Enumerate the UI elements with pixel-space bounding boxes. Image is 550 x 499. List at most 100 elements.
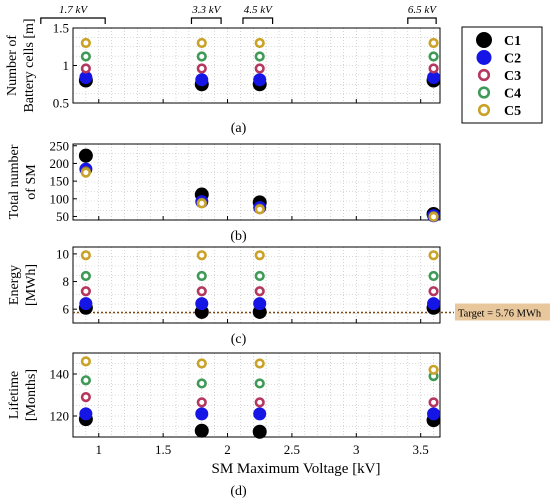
y-axis-label: Number of Battery cells [m] <box>5 18 37 112</box>
x-tick-label: 1.5 <box>155 442 171 457</box>
panel-caption: (c) <box>231 332 247 347</box>
x-axis-label: SM Maximum Voltage [kV] <box>211 461 380 477</box>
voltage-brackets: 1.7 kV 3.3 kV 4.5 kV 6.5 kV <box>40 4 437 24</box>
legend-label: C1 <box>504 34 521 49</box>
marker-c5 <box>477 103 491 117</box>
marker-c4 <box>196 270 207 282</box>
bracket-label: 1.7 kV <box>59 4 88 16</box>
y-tick-label: 1.5 <box>53 21 69 36</box>
y-axis-label: Lifetime [Months] <box>7 369 39 421</box>
marker-c2 <box>427 71 441 84</box>
legend-item: C1 <box>476 32 521 49</box>
y-tick-label: 200 <box>50 156 70 171</box>
legend-item: C5 <box>477 103 521 119</box>
marker-c3 <box>477 68 491 82</box>
marker-c5 <box>428 250 439 261</box>
marker-c1 <box>78 148 93 163</box>
marker-c4 <box>80 270 91 282</box>
y-tick-label: 140 <box>50 367 70 382</box>
marker-c3 <box>196 286 207 297</box>
y-axis-label-line: Battery cells [m] <box>22 18 37 112</box>
x-tick-label: 3.5 <box>413 442 429 457</box>
marker-c3 <box>254 397 265 408</box>
panel-caption: (a) <box>231 121 247 136</box>
x-tick-label: 2 <box>224 442 231 457</box>
legend-label: C3 <box>504 69 521 84</box>
voltage-bracket: 3.3 kV <box>190 4 222 24</box>
marker-c4 <box>477 86 491 99</box>
y-tick-label: 6 <box>63 302 70 317</box>
y-tick-label: 120 <box>50 409 70 424</box>
marker-c1 <box>476 32 492 48</box>
panel-caption: (d) <box>230 484 247 499</box>
marker-c5 <box>196 358 207 369</box>
subplot-panels: 0.5 1 1.5 Number of Battery cells [m] (a) 50 10… <box>5 18 550 499</box>
marker-c2 <box>427 407 441 421</box>
bracket-label: 6.5 kV <box>408 4 437 16</box>
legend-label: C2 <box>504 52 521 67</box>
marker-c5 <box>254 250 265 261</box>
y-axis-label: Total number of SM <box>7 144 39 219</box>
bracket-label: 4.5 kV <box>244 4 273 16</box>
voltage-bracket: 1.7 kV <box>40 4 106 24</box>
y-axis-label-line: of SM <box>24 164 39 200</box>
marker-c1 <box>252 424 267 439</box>
y-tick-label: 250 <box>50 138 70 153</box>
marker-c2 <box>427 297 441 311</box>
marker-c5 <box>254 37 265 49</box>
marker-c3 <box>254 286 265 297</box>
panel-caption: (b) <box>230 229 247 244</box>
marker-c3 <box>196 63 207 74</box>
y-axis-label-line: Energy <box>7 265 22 305</box>
y-tick-label: 100 <box>50 191 70 206</box>
marker-c2 <box>195 73 209 87</box>
marker-c4 <box>254 378 265 389</box>
marker-c2 <box>79 407 93 421</box>
marker-c3 <box>80 286 91 297</box>
y-axis-label: Energy [MWh] <box>7 264 39 306</box>
marker-c3 <box>80 63 91 74</box>
marker-c5 <box>196 250 207 261</box>
marker-c5 <box>196 37 207 49</box>
bracket-line <box>40 17 106 24</box>
marker-c4 <box>80 375 91 386</box>
marker-c5 <box>80 356 91 367</box>
marker-c4 <box>428 270 439 282</box>
y-tick-label: 1 <box>63 58 70 73</box>
marker-c3 <box>428 286 439 297</box>
bracket-line <box>407 17 437 24</box>
y-tick-label: 50 <box>56 209 69 224</box>
y-tick-label: 0.5 <box>53 96 69 111</box>
y-axis-label-line: [Months] <box>24 369 39 421</box>
marker-c1 <box>194 423 209 438</box>
marker-c5 <box>254 204 265 215</box>
marker-c5 <box>428 364 439 375</box>
y-axis-label-line: Total number <box>7 144 22 219</box>
bracket-line <box>242 17 274 24</box>
legend-box <box>461 26 543 124</box>
marker-c5 <box>80 37 91 49</box>
x-tick-label: 1 <box>96 442 103 457</box>
marker-c2 <box>79 297 93 311</box>
legend: C1 C2 C3 C4 C5 <box>461 26 543 124</box>
legend-label: C5 <box>504 104 521 119</box>
marker-c5 <box>254 358 265 369</box>
marker-c4 <box>428 51 439 62</box>
panel-b: 50 100 150 200 250 Total number of SM (b) <box>7 138 441 244</box>
marker-c3 <box>254 63 265 74</box>
y-tick-label: 8 <box>63 274 70 289</box>
marker-c5 <box>428 211 439 222</box>
panel-c: 6 8 10 Energy [MWh] Target = 5.76 MWh (c) <box>7 246 550 347</box>
axes-frame <box>72 246 441 324</box>
marker-c4 <box>196 378 207 389</box>
marker-c3 <box>196 397 207 408</box>
marker-c3 <box>80 392 91 403</box>
axes-frame <box>72 143 441 221</box>
voltage-bracket: 4.5 kV <box>242 4 274 24</box>
marker-c4 <box>254 270 265 282</box>
marker-c3 <box>428 63 439 74</box>
marker-c5 <box>80 167 91 178</box>
marker-c5 <box>428 37 439 49</box>
bracket-label: 3.3 kV <box>191 4 221 16</box>
marker-c2 <box>195 297 209 311</box>
